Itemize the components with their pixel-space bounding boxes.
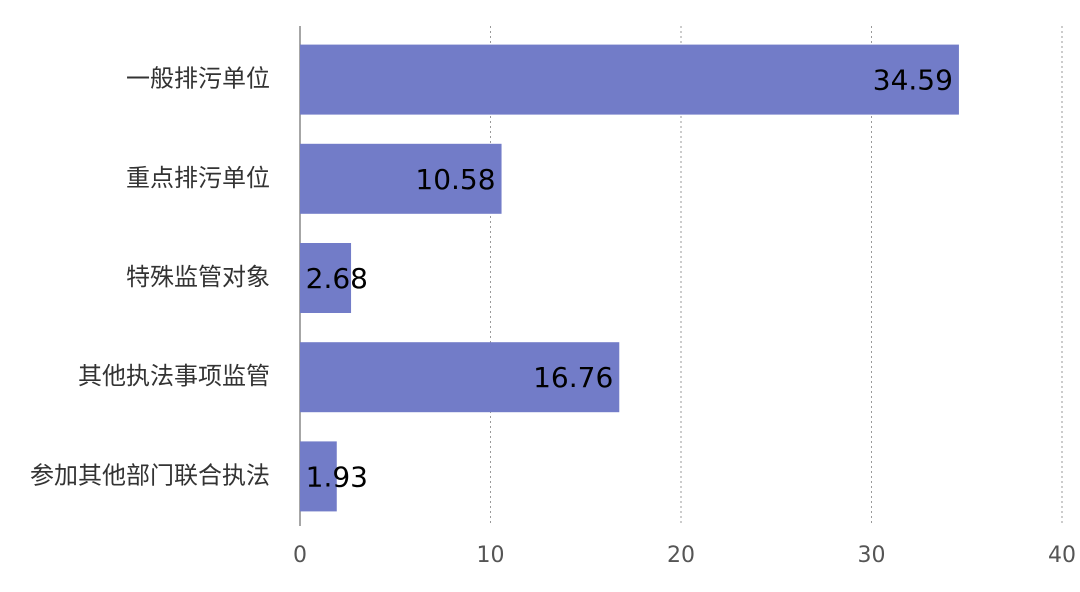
y-tick-label: 其他执法事项监管 [78,362,270,390]
y-tick-label: 特殊监管对象 [126,263,270,291]
value-label: 34.59 [873,64,953,97]
y-tick-label: 一般排污单位 [126,65,270,93]
bar [300,243,352,313]
bar [300,44,959,115]
x-tick-label: 40 [1048,543,1076,568]
x-tick-label: 10 [477,543,505,568]
x-tick-label: 0 [293,543,307,568]
value-label: 10.58 [415,163,495,196]
y-tick-label: 重点排污单位 [126,164,270,192]
value-label: 16.76 [533,361,613,394]
value-label: 1.93 [306,460,368,493]
x-tick-label: 30 [858,543,886,568]
y-tick-label: 参加其他部门联合执法 [30,461,270,489]
bar [300,143,502,214]
bar [300,441,337,512]
bar [300,342,620,413]
value-label: 2.68 [306,262,368,295]
x-tick-label: 20 [667,543,695,568]
